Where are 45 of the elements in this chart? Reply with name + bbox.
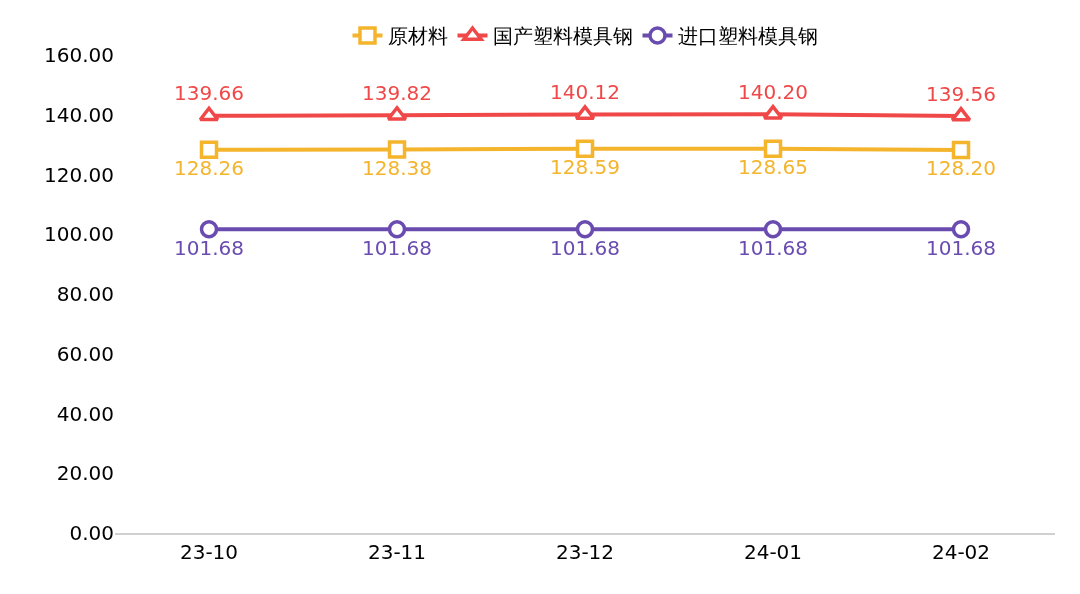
legend-label: 原材料 <box>387 24 448 49</box>
x-tick-label: 24-02 <box>931 539 991 564</box>
y-tick-label: 120.00 <box>44 162 114 187</box>
data-label: 101.68 <box>362 235 432 260</box>
x-tick-label: 23-10 <box>179 539 239 564</box>
data-label: 128.20 <box>926 156 996 181</box>
y-tick-label: 40.00 <box>56 401 114 426</box>
point <box>387 140 407 159</box>
data-label: 128.65 <box>738 155 808 180</box>
data-label: 140.20 <box>738 79 808 104</box>
y-tick-label: 0.00 <box>69 521 114 545</box>
y-tick-label: 140.00 <box>44 102 114 127</box>
data-label: 128.26 <box>174 156 244 181</box>
legend-label: 国产塑料模具钢 <box>492 24 633 49</box>
point <box>199 140 219 160</box>
x-tick-label: 23-11 <box>367 539 427 564</box>
data-label: 139.66 <box>174 81 244 106</box>
point <box>198 106 220 122</box>
point <box>387 219 407 239</box>
data-label: 128.38 <box>362 155 432 180</box>
data-label: 101.68 <box>174 235 244 260</box>
y-tick-label: 100.00 <box>44 222 114 247</box>
point <box>762 104 784 120</box>
data-label: 139.56 <box>926 81 996 106</box>
y-tick-label: 60.00 <box>56 341 114 366</box>
point <box>950 106 972 122</box>
point <box>763 219 783 239</box>
data-label: 139.82 <box>362 80 432 105</box>
legend-label: 进口塑料模具钢 <box>677 24 818 49</box>
point <box>951 140 971 160</box>
data-label: 101.68 <box>738 235 808 260</box>
point <box>951 219 971 239</box>
x-tick-label: 24-01 <box>743 539 803 564</box>
x-tick-label: 23-12 <box>555 539 615 564</box>
point <box>575 219 595 239</box>
y-tick-label: 160.00 <box>44 43 114 67</box>
y-tick-label: 80.00 <box>56 282 114 306</box>
data-label: 128.59 <box>550 155 620 180</box>
data-label: 101.68 <box>550 235 620 260</box>
data-label: 101.68 <box>926 235 996 260</box>
point <box>763 139 783 158</box>
point <box>199 219 219 239</box>
point <box>575 139 595 159</box>
data-label: 140.12 <box>550 80 620 105</box>
y-tick-label: 20.00 <box>56 461 114 486</box>
